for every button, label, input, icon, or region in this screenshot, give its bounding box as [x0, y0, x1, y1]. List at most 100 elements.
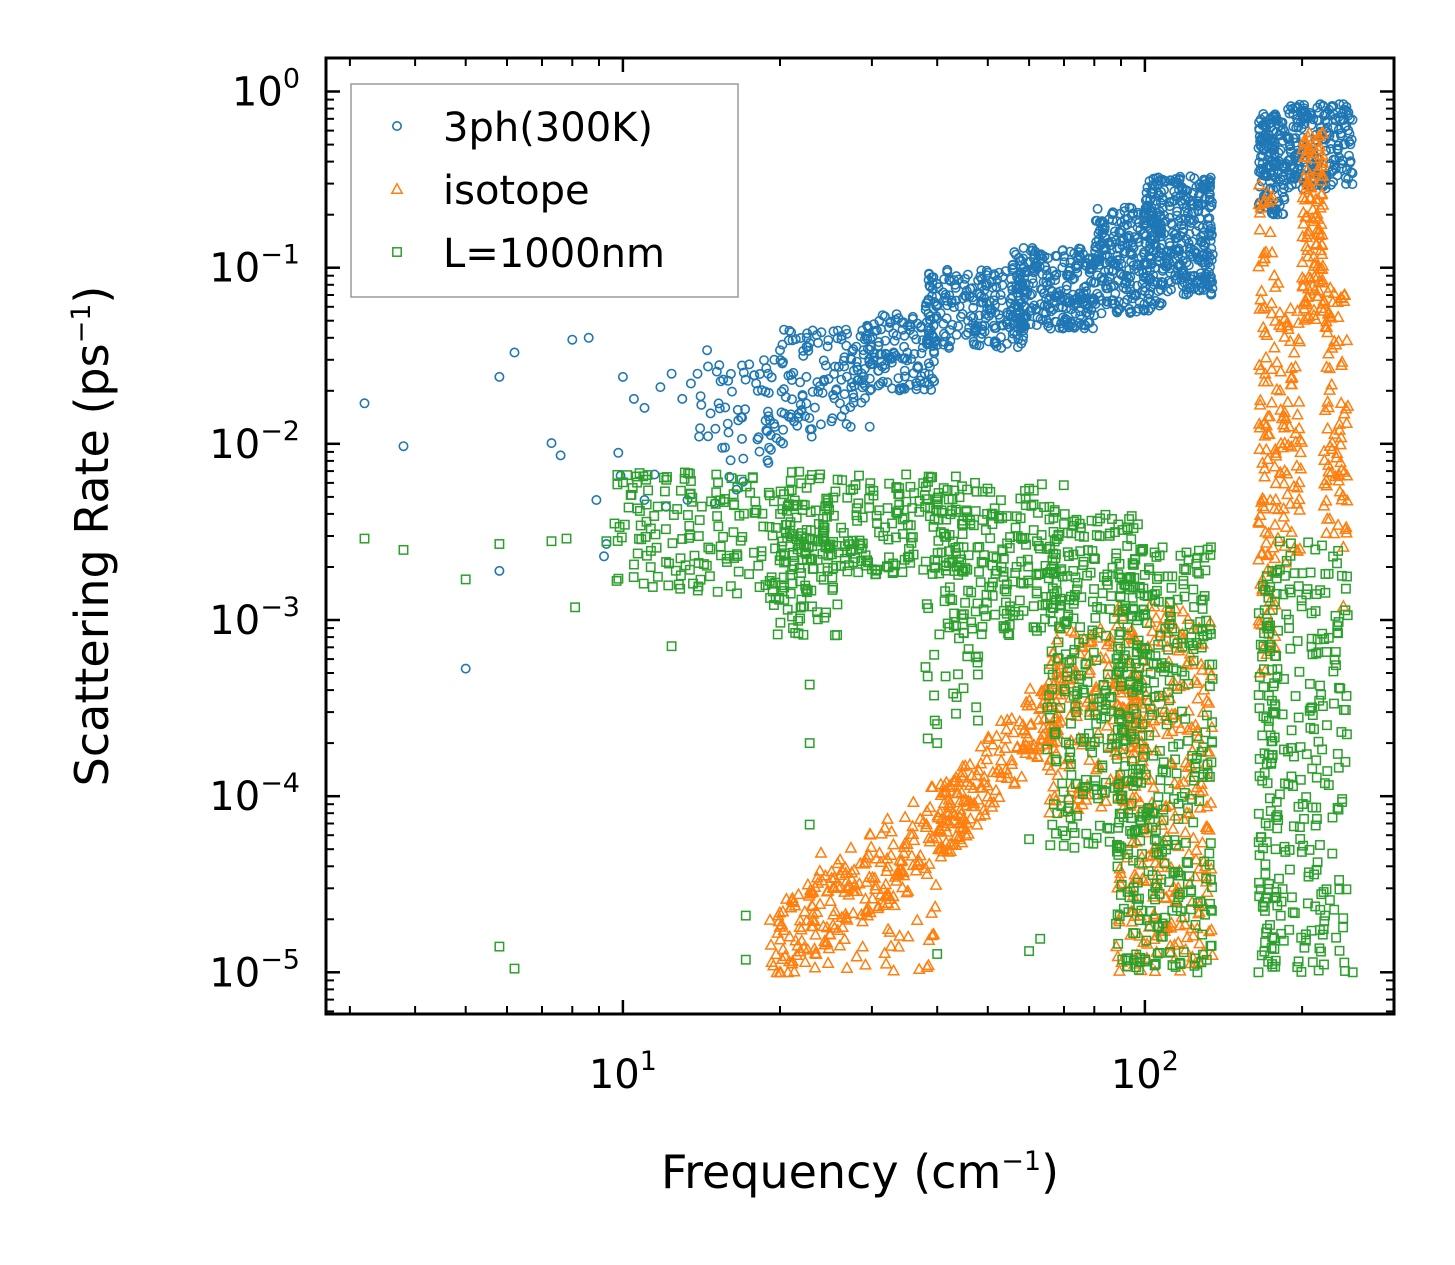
data-point [705, 408, 716, 419]
data-point [813, 386, 824, 397]
data-point [910, 913, 924, 925]
data-point [1092, 203, 1103, 214]
data-point [859, 891, 872, 904]
data-point [1207, 249, 1218, 260]
data-point [1267, 170, 1278, 181]
data-point [823, 927, 837, 939]
data-point [1092, 288, 1103, 299]
data-point [771, 433, 782, 444]
data-point [814, 846, 828, 858]
data-point [1189, 215, 1200, 226]
data-point [1290, 152, 1301, 163]
data-point [1068, 289, 1079, 300]
data-point [765, 444, 776, 455]
data-point [762, 406, 773, 417]
data-point [839, 352, 850, 363]
data-point [801, 371, 812, 382]
data-point [1345, 139, 1356, 150]
data-point [845, 402, 856, 413]
data-point [1001, 338, 1012, 349]
data-point [942, 780, 956, 793]
data-point [922, 339, 933, 350]
data-point [815, 873, 829, 886]
data-point [769, 354, 780, 365]
data-point [827, 413, 838, 424]
data-point [1193, 206, 1204, 217]
data-point [1336, 130, 1347, 141]
data-point [1137, 747, 1151, 760]
data-point [862, 848, 876, 860]
data-point [1110, 677, 1124, 689]
data-point [1067, 274, 1078, 285]
data-point [972, 763, 986, 776]
data-point [725, 455, 736, 466]
data-point [981, 789, 995, 802]
data-point [991, 336, 1002, 347]
data-point [846, 906, 860, 919]
data-point [567, 334, 578, 345]
data-point [873, 337, 884, 348]
data-point [1027, 245, 1038, 256]
data-point [845, 865, 859, 878]
data-point [1010, 739, 1024, 752]
data-point [1005, 753, 1019, 766]
data-point [920, 301, 931, 312]
data-point [828, 870, 841, 883]
data-point [934, 788, 948, 800]
data-point [786, 327, 797, 338]
y-tick-label: 100 [232, 64, 300, 116]
data-point [839, 361, 850, 372]
data-point [980, 313, 991, 324]
data-point [1047, 779, 1060, 792]
data-point [932, 299, 943, 310]
data-point [1337, 163, 1348, 174]
data-point [864, 421, 875, 432]
data-point [862, 333, 873, 344]
data-point [1147, 180, 1158, 191]
data-point [795, 933, 809, 946]
data-point [1061, 280, 1072, 291]
data-point [953, 802, 967, 815]
data-point [1015, 312, 1026, 323]
data-point [1155, 211, 1166, 222]
data-point [930, 825, 944, 837]
data-point [931, 340, 942, 351]
data-point [1043, 805, 1056, 818]
data-point [887, 963, 901, 976]
data-point [1293, 121, 1304, 132]
data-point [978, 297, 989, 308]
data-point [959, 279, 970, 290]
data-point [1328, 122, 1339, 133]
data-point [725, 368, 736, 379]
data-point [1040, 261, 1051, 272]
y-tick-label: 10−3 [209, 592, 300, 644]
data-point [815, 419, 826, 430]
data-point [1253, 143, 1264, 154]
data-point [1053, 683, 1067, 696]
data-point [1117, 240, 1128, 251]
data-point [851, 356, 862, 367]
data-point [835, 863, 849, 875]
data-point [1196, 784, 1210, 796]
data-point [1028, 278, 1039, 289]
data-point [913, 812, 927, 824]
data-point [818, 934, 832, 947]
data-point [1329, 132, 1340, 143]
data-point [711, 366, 722, 377]
data-point [1008, 262, 1019, 273]
data-point [1114, 685, 1128, 698]
data-point [751, 378, 762, 389]
data-point [806, 885, 820, 897]
data-point [793, 913, 807, 926]
data-point [788, 367, 799, 378]
data-point [1166, 284, 1177, 295]
data-point [1299, 119, 1310, 130]
data-point [692, 368, 703, 379]
data-point [1029, 300, 1040, 311]
data-point [959, 828, 973, 841]
data-point [829, 361, 840, 372]
data-point [1052, 290, 1063, 301]
data-point [1020, 726, 1034, 739]
data-point [1195, 182, 1206, 193]
data-point [938, 287, 949, 298]
